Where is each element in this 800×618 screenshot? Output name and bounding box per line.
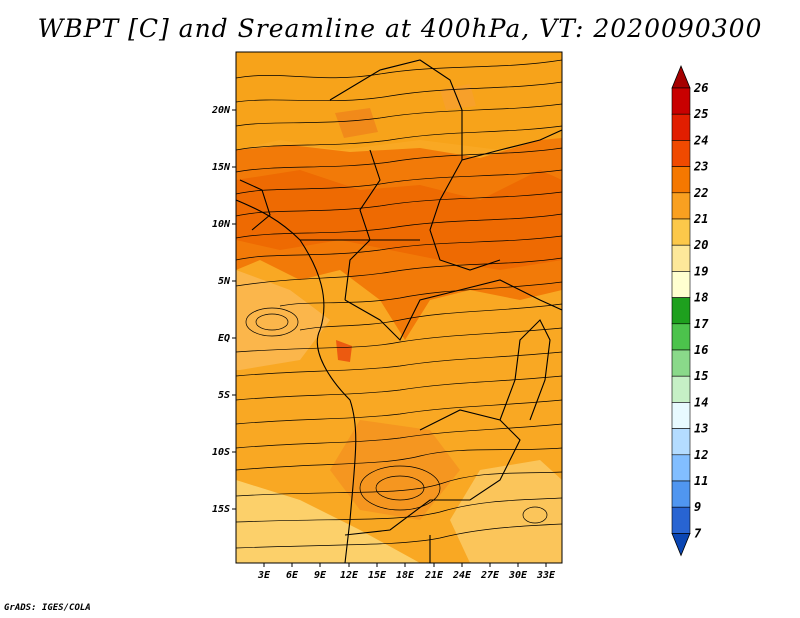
footer-credit: GrADS: IGES/COLA: [4, 603, 91, 613]
streamlines: [236, 59, 562, 549]
colorbar-swatch: [671, 454, 691, 482]
lon-label: 27E: [480, 570, 500, 581]
lon-label: 12E: [340, 570, 359, 581]
lon-label: 6E: [286, 570, 299, 581]
lon-axis: 3E 6E 9E 12E 15E 18E 21E 24E 27E 30E 33E: [257, 563, 556, 581]
wbpt-field: [236, 52, 562, 563]
colorbar-label: 17: [694, 317, 709, 331]
lon-label: 18E: [396, 570, 415, 581]
lat-label: 10N: [212, 219, 231, 230]
colorbar-label: 13: [694, 422, 708, 436]
colorbar-swatch: [671, 87, 691, 115]
colorbar-label: 15: [694, 369, 708, 383]
colorbar-label: 23: [693, 160, 708, 174]
colorbar-swatch: [671, 323, 691, 351]
colorbar-label: 11: [694, 474, 708, 488]
lat-label: 15S: [212, 504, 230, 515]
lat-label: 5N: [218, 276, 231, 287]
colorbar-swatch: [671, 297, 691, 325]
colorbar-swatch: [671, 428, 691, 456]
colorbar-swatch: [671, 113, 691, 141]
colorbar-label: 9: [694, 500, 701, 514]
lon-label: 3E: [257, 570, 271, 581]
colorbar-swatch: [671, 402, 691, 429]
lat-label: 15N: [212, 162, 231, 173]
colorbar-label: 26: [693, 81, 708, 95]
colorbar-label: 21: [693, 212, 708, 226]
colorbar-bottom-arrow: [671, 533, 691, 557]
colorbar-swatch: [671, 375, 691, 403]
lat-label: EQ: [218, 333, 230, 344]
colorbar: 26 25 24 23 22 21 20 19 18 17 16 15 14 13 12 11 9 7: [671, 64, 709, 557]
colorbar-swatch: [671, 192, 691, 220]
lon-label: 21E: [424, 570, 444, 581]
colorbar-swatch: [671, 218, 691, 246]
colorbar-label: 19: [694, 264, 708, 278]
colorbar-swatch: [671, 166, 691, 194]
chart-title: WBPT [C] and Sreamline at 400hPa, VT: 20…: [37, 14, 763, 43]
colorbar-top-arrow: [671, 64, 691, 89]
lat-label: 20N: [211, 105, 231, 116]
colorbar-label: 14: [694, 395, 708, 409]
colorbar-label: 24: [693, 133, 708, 147]
colorbar-swatch: [671, 480, 691, 508]
lon-label: 24E: [452, 570, 472, 581]
colorbar-label: 22: [693, 186, 708, 200]
colorbar-swatch: [671, 244, 691, 272]
colorbar-label: 16: [694, 343, 708, 357]
colorbar-label: 12: [694, 448, 708, 462]
country-borders: [236, 59, 562, 563]
colorbar-swatch: [671, 349, 691, 377]
lat-label: 5S: [218, 390, 230, 401]
colorbar-swatch: [671, 271, 691, 298]
lon-label: 33E: [536, 570, 556, 581]
colorbar-label: 20: [693, 238, 708, 252]
colorbar-swatch: [671, 140, 691, 167]
colorbar-label: 25: [693, 107, 708, 121]
lon-label: 30E: [508, 570, 528, 581]
lon-label: 9E: [314, 570, 327, 581]
lat-label: 10S: [212, 447, 230, 458]
lat-axis: 20N 15N 10N 5N EQ 5S 10S 15S: [211, 105, 236, 515]
colorbar-label: 18: [694, 291, 708, 305]
lon-label: 15E: [368, 570, 387, 581]
colorbar-swatch: [671, 506, 691, 534]
colorbar-label: 7: [694, 526, 702, 540]
map-frame: [235, 51, 563, 564]
